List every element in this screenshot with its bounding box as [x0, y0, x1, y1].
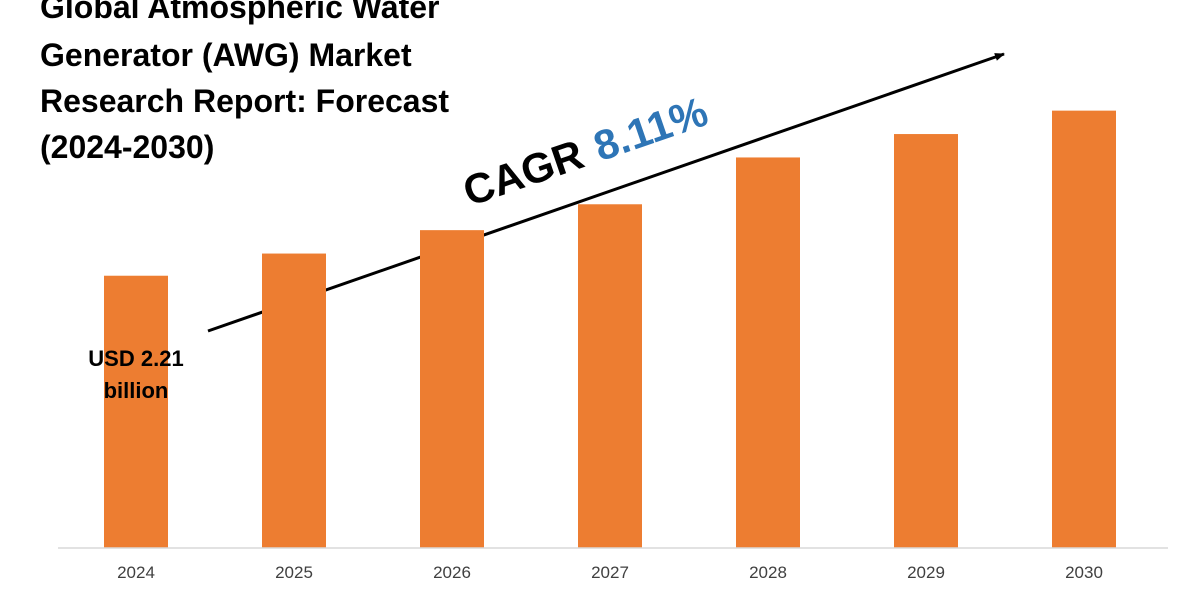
x-axis-ticks: 2024 2025 2026 2027 2028 2029 2030: [117, 563, 1103, 582]
bar-series: [104, 110, 1116, 549]
x-tick-2025: 2025: [275, 563, 313, 582]
chart-title: Global Atmospheric Water Generator (AWG)…: [40, 0, 449, 165]
x-tick-2029: 2029: [907, 563, 945, 582]
bar-2028: [736, 157, 800, 548]
bar-2027: [578, 204, 642, 548]
bar-2026: [420, 230, 484, 549]
svg-text:CAGR 8.11%: CAGR 8.11%: [457, 88, 713, 215]
bar-2030: [1052, 110, 1116, 548]
x-tick-2027: 2027: [591, 563, 629, 582]
title-line-1: Global Atmospheric Water: [40, 0, 439, 25]
bar-2024: [104, 275, 168, 548]
x-tick-2028: 2028: [749, 563, 787, 582]
title-line-2: Generator (AWG) Market: [40, 37, 412, 73]
first-bar-label-line-1: USD 2.21: [88, 346, 183, 371]
bar-2029: [894, 134, 958, 548]
first-bar-label-line-2: billion: [104, 378, 169, 403]
x-tick-2030: 2030: [1065, 563, 1103, 582]
first-bar-data-label: USD 2.21 billion: [88, 346, 183, 403]
cagr-value: 8.11%: [588, 88, 714, 170]
x-tick-2024: 2024: [117, 563, 155, 582]
x-tick-2026: 2026: [433, 563, 471, 582]
bar-2025: [262, 253, 326, 548]
title-line-3: Research Report: Forecast: [40, 83, 449, 119]
cagr-annotation: CAGR 8.11%: [457, 88, 713, 215]
growth-trend-arrow: [207, 52, 1005, 333]
title-line-4: (2024-2030): [40, 129, 214, 165]
cagr-label: CAGR: [457, 130, 589, 215]
